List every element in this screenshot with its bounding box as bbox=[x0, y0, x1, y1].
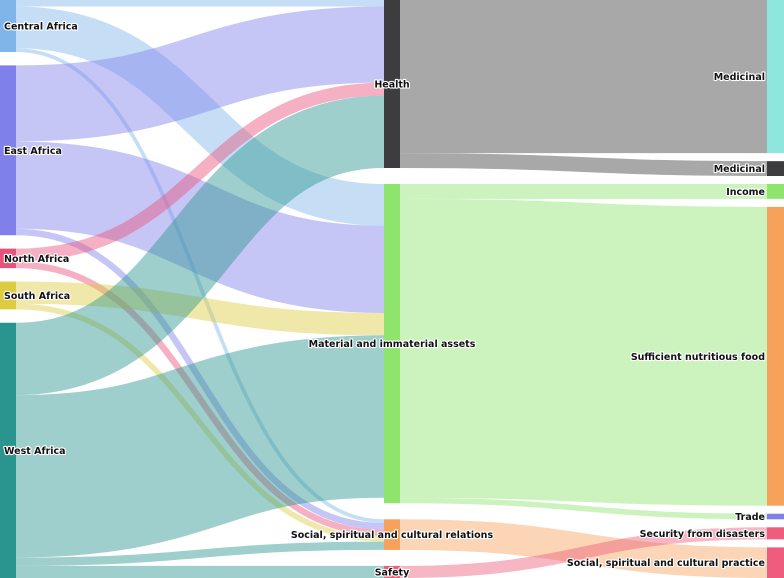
link-west-to-assets bbox=[15, 335, 385, 558]
label-income: Income bbox=[726, 187, 765, 198]
label-security: Security from disasters bbox=[640, 529, 766, 540]
node-assets bbox=[384, 184, 400, 504]
label-north: North Africa bbox=[4, 254, 69, 265]
sankey-labels: Central Africa East Africa North Africa Sou… bbox=[3, 20, 767, 578]
link-east-to-health bbox=[15, 6, 385, 142]
label-safety: Safety bbox=[375, 567, 410, 578]
label-health: Health bbox=[374, 80, 410, 91]
node-medicinal1 bbox=[767, 0, 784, 154]
label-trade: Trade bbox=[735, 512, 765, 523]
node-west bbox=[0, 322, 16, 578]
link-health-to-medicinal2 bbox=[399, 153, 768, 177]
link-north-to-social bbox=[15, 261, 385, 537]
link-social-to-practice bbox=[399, 519, 768, 578]
link-south-to-social bbox=[15, 303, 385, 542]
label-social: Social, spiritual and cultural relations bbox=[291, 530, 494, 541]
link-west-to-health bbox=[14, 95, 386, 396]
label-medicinal2: Medicinal bbox=[714, 164, 765, 175]
node-social bbox=[384, 519, 400, 550]
sankey-links bbox=[14, 0, 768, 578]
label-medicinal1: Medicinal bbox=[714, 72, 765, 83]
node-health bbox=[384, 0, 400, 169]
node-food bbox=[767, 206, 784, 506]
node-security bbox=[767, 527, 784, 540]
link-east-to-assets bbox=[15, 141, 385, 314]
link-north-to-health bbox=[15, 82, 385, 262]
label-south: South Africa bbox=[4, 291, 70, 302]
link-south-to-assets bbox=[15, 281, 385, 336]
label-assets: Material and immaterial assets bbox=[309, 339, 476, 350]
label-food: Sufficient nutritious food bbox=[631, 352, 765, 363]
link-assets-to-food bbox=[399, 198, 768, 506]
link-central-to-assets bbox=[15, 6, 385, 226]
label-central: Central Africa bbox=[4, 21, 78, 32]
node-central bbox=[0, 0, 16, 52]
label-practice: Social, spiritual and cultural practice bbox=[567, 558, 765, 569]
label-east: East Africa bbox=[4, 146, 62, 157]
node-trade bbox=[767, 513, 784, 520]
node-north bbox=[0, 248, 16, 269]
node-east bbox=[0, 65, 16, 236]
link-central-to-social bbox=[15, 48, 385, 524]
node-medicinal2 bbox=[767, 161, 784, 177]
label-west: West Africa bbox=[4, 446, 66, 457]
link-assets-to-trade bbox=[399, 497, 768, 520]
node-south bbox=[0, 281, 16, 310]
node-practice bbox=[767, 547, 784, 578]
link-safety-to-security bbox=[399, 527, 768, 578]
node-income bbox=[767, 184, 784, 199]
link-east-to-social bbox=[15, 228, 385, 530]
link-west-to-social bbox=[15, 541, 385, 566]
node-safety bbox=[384, 565, 400, 578]
